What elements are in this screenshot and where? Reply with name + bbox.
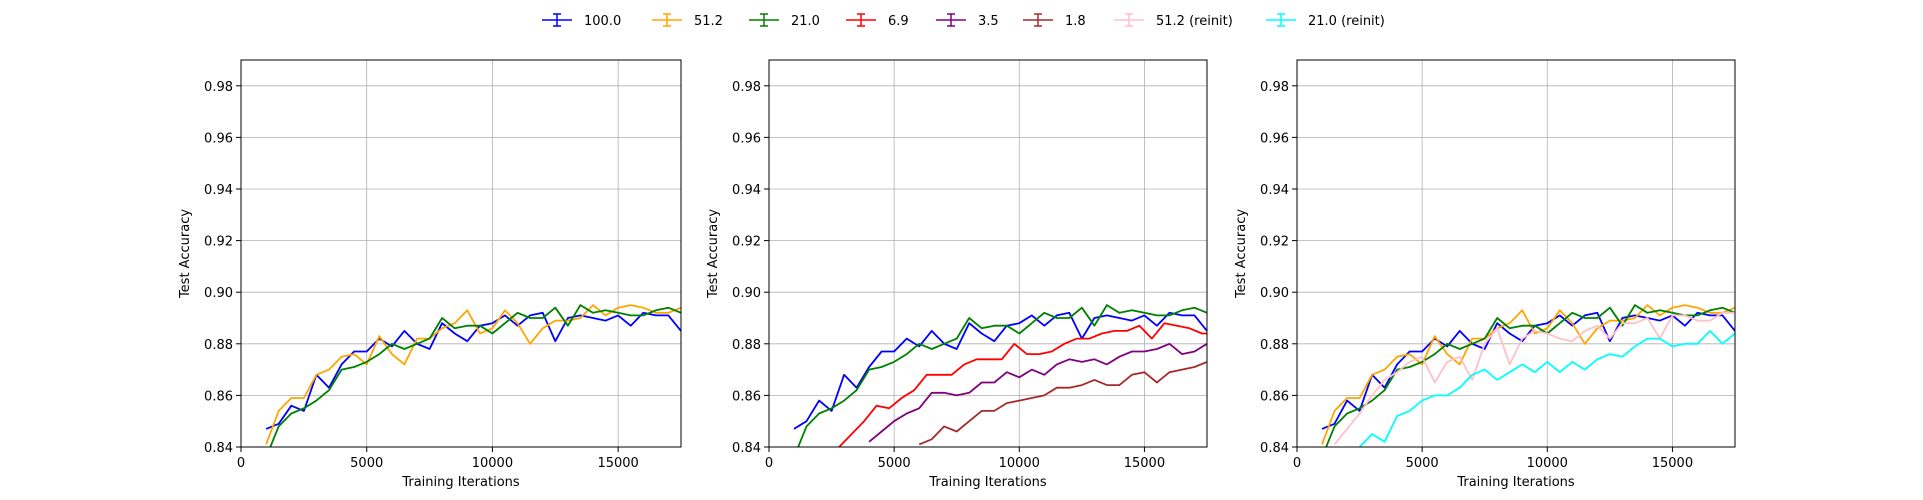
series-line (838, 322, 1207, 447)
y-tick-label: 0.90 (1260, 286, 1289, 301)
series-line (868, 342, 1207, 443)
x-axis-label: Training Iterations (1456, 475, 1575, 490)
legend-label: 6.9 (888, 14, 909, 29)
series-line (1333, 311, 1735, 445)
y-axis-label: Test Accuracy (1234, 209, 1249, 299)
legend-label: 51.2 (694, 14, 723, 29)
x-tick-label: 0 (237, 456, 245, 471)
x-axis-label: Training Iterations (928, 475, 1047, 490)
legend-label: 51.2 (reinit) (1156, 14, 1233, 29)
y-tick-label: 0.92 (204, 235, 233, 250)
series-line (793, 311, 1207, 430)
y-tick-label: 0.86 (1260, 389, 1289, 404)
y-tick-label: 0.92 (732, 235, 761, 250)
y-tick-label: 0.98 (204, 80, 233, 95)
chart-panel-1: 0 5000 10000 15000 0.84 0.86 0.88 0.90 0.92 0.94 0… (178, 59, 682, 490)
plot-frame (240, 59, 682, 448)
x-tick-label: 15000 (1124, 456, 1165, 471)
chart-panels: 0 5000 10000 15000 0.84 0.86 0.88 0.90 0.92 0.94 0… (178, 59, 1736, 490)
y-tick-label: 0.96 (732, 131, 761, 146)
y-tick-label: 0.90 (204, 286, 233, 301)
legend-entry: 100.0 (542, 13, 621, 29)
y-tick-label: 0.86 (732, 389, 761, 404)
series-line (269, 304, 681, 447)
legend-entry: 51.2 (reinit) (1114, 13, 1233, 29)
y-tick-label: 0.94 (1260, 183, 1289, 198)
y-tick-label: 0.88 (732, 338, 761, 353)
plot-frame (768, 59, 1208, 448)
y-tick-label: 0.84 (1260, 441, 1289, 456)
y-tick-label: 0.98 (732, 80, 761, 95)
legend-label: 3.5 (978, 14, 999, 29)
plot-frame (1296, 59, 1736, 448)
y-tick-label: 0.96 (204, 131, 233, 146)
legend-label: 21.0 (reinit) (1308, 14, 1385, 29)
series-line (797, 304, 1207, 447)
y-tick-label: 0.88 (1260, 338, 1289, 353)
y-tick-label: 0.90 (732, 286, 761, 301)
x-tick-label: 15000 (1652, 456, 1693, 471)
y-tick-label: 0.94 (732, 183, 761, 198)
chart-panel-2: 0 5000 10000 15000 0.84 0.86 0.88 0.90 0.92 0.94 0… (706, 59, 1208, 490)
x-tick-label: 0 (1293, 456, 1301, 471)
legend-entry: 3.5 (936, 13, 999, 29)
x-tick-label: 10000 (999, 456, 1040, 471)
x-tick-label: 10000 (1527, 456, 1568, 471)
legend-entry: 6.9 (846, 13, 909, 29)
y-tick-label: 0.94 (204, 183, 233, 198)
y-tick-label: 0.92 (1260, 235, 1289, 250)
x-tick-label: 0 (765, 456, 773, 471)
x-tick-label: 5000 (350, 456, 383, 471)
series-line (918, 361, 1207, 446)
y-axis-label: Test Accuracy (178, 209, 193, 299)
y-tick-label: 0.98 (1260, 80, 1289, 95)
y-tick-label: 0.84 (732, 441, 761, 456)
x-tick-label: 15000 (597, 456, 638, 471)
y-axis-label: Test Accuracy (706, 209, 721, 299)
series-line (1358, 329, 1735, 447)
legend-entry: 21.0 (reinit) (1266, 13, 1385, 29)
legend-label: 100.0 (584, 14, 621, 29)
x-tick-label: 10000 (472, 456, 513, 471)
series-line (265, 311, 681, 430)
legend-entry: 1.8 (1023, 13, 1086, 29)
y-tick-label: 0.96 (1260, 131, 1289, 146)
x-tick-label: 5000 (878, 456, 911, 471)
x-tick-label: 5000 (1406, 456, 1439, 471)
legend: 100.0 51.2 21.0 6.9 3.5 1.8 51.2 (reinit) 21.0 … (542, 13, 1385, 29)
legend-label: 21.0 (791, 14, 820, 29)
legend-entry: 51.2 (652, 13, 723, 29)
y-tick-label: 0.84 (204, 441, 233, 456)
legend-entry: 21.0 (749, 13, 820, 29)
y-tick-label: 0.88 (204, 338, 233, 353)
x-axis-label: Training Iterations (401, 475, 520, 490)
series-line (1325, 304, 1735, 447)
series-line (1321, 311, 1735, 430)
chart-panel-3: 0 5000 10000 15000 0.84 0.86 0.88 0.90 0.92 0.94 0… (1234, 59, 1736, 490)
legend-label: 1.8 (1065, 14, 1086, 29)
y-tick-label: 0.86 (204, 389, 233, 404)
